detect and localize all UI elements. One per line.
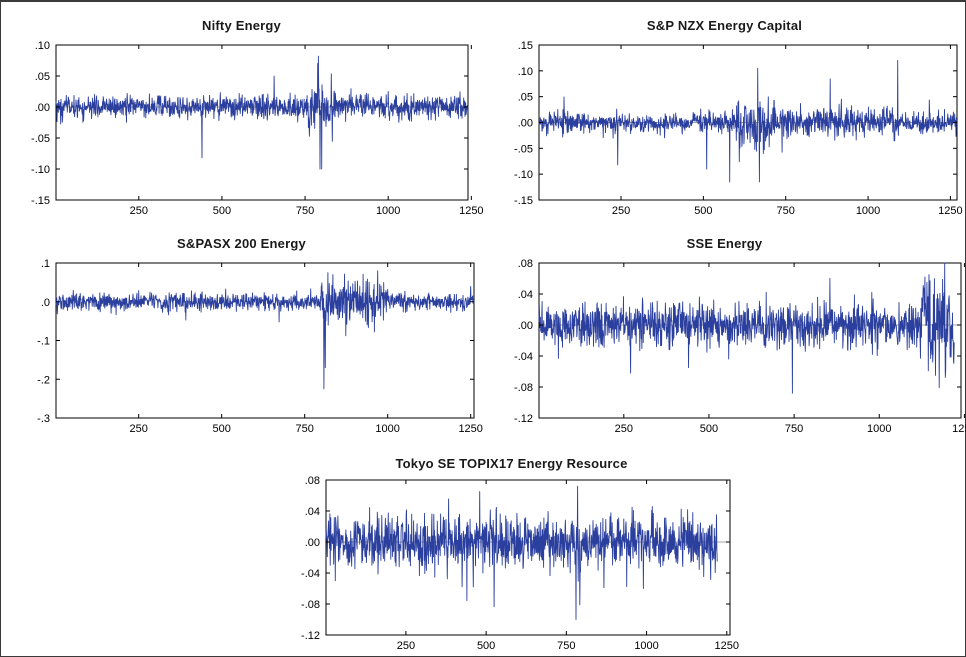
chart-title: S&P NZX Energy Capital xyxy=(646,18,803,33)
y-tick-label: .10 xyxy=(518,66,533,78)
y-tick-label: .00 xyxy=(518,118,533,130)
x-tick-label: 500 xyxy=(700,423,718,435)
y-tick-label: .08 xyxy=(305,475,320,487)
series-line xyxy=(55,270,475,390)
y-tick-label: -.10 xyxy=(514,169,533,181)
y-tick-label: .0 xyxy=(41,297,50,309)
chart-title: S&PASX 200 Energy xyxy=(177,236,306,251)
x-tick-label: 1000 xyxy=(867,423,891,435)
chart-svg: .15 .10 .05 .00 -.05 -.10 -.15 250 500 750 1000 125… xyxy=(514,40,963,217)
y-tick-label: .15 xyxy=(518,40,533,52)
x-tick-label: 500 xyxy=(212,423,230,435)
chart-title: Nifty Energy xyxy=(202,18,281,33)
plot-frame xyxy=(55,262,475,419)
y-tick-label: -.15 xyxy=(31,195,50,207)
y-tick-label: .00 xyxy=(518,320,533,332)
series-line xyxy=(325,485,718,620)
x-tick-label: 1250 xyxy=(715,640,739,652)
y-tick-label: -.10 xyxy=(31,164,50,176)
series-line xyxy=(538,60,958,183)
chart-title: SSE Energy xyxy=(686,236,763,251)
x-tick-label: 1000 xyxy=(375,423,399,435)
x-tick-label: 750 xyxy=(777,205,795,217)
x-tick-label: 500 xyxy=(213,205,231,217)
x-tick-label: 250 xyxy=(129,423,147,435)
x-tick-label: 250 xyxy=(612,205,630,217)
chart-panel-nifty-energy: Nifty Energy .10 .05 .00 -.05 -.10 -.15 250 500… xyxy=(0,18,484,222)
x-tick-label: 500 xyxy=(477,640,495,652)
chart-panel-sp-nzx-energy-capital: S&P NZX Energy Capital .15 .10 .05 .00 -.05 -… xyxy=(483,18,966,222)
y-tick-label: .00 xyxy=(35,102,50,114)
y-tick-label: .00 xyxy=(305,537,320,549)
x-tick-label: 1250 xyxy=(459,205,483,217)
chart-svg: .08 .04 .00 -.04 -.08 -.12 250 500 750 1000 1250 xyxy=(301,475,739,652)
y-tick-label: -.05 xyxy=(31,133,50,145)
y-tick-label: -.1 xyxy=(37,336,50,348)
x-tick-label: 750 xyxy=(296,205,314,217)
y-tick-label: -.12 xyxy=(301,630,320,642)
y-tick-label: -.04 xyxy=(514,351,533,363)
x-tick-label: 750 xyxy=(295,423,313,435)
y-tick-label: .05 xyxy=(518,92,533,104)
y-tick-label: .08 xyxy=(518,258,533,270)
x-tick-label: 750 xyxy=(557,640,575,652)
x-tick-label: 1250 xyxy=(458,423,482,435)
y-tick-label: -.2 xyxy=(37,374,50,386)
plot-frame xyxy=(325,479,731,636)
x-tick-label: 750 xyxy=(785,423,803,435)
series-line xyxy=(55,55,469,170)
y-tick-label: .04 xyxy=(305,506,320,518)
chart-svg: .10 .05 .00 -.05 -.10 -.15 250 500 750 1000 1250 xyxy=(31,40,484,217)
chart-svg: .1 .0 -.1 -.2 -.3 250 500 750 1000 1250 xyxy=(37,258,483,435)
y-tick-label: -.08 xyxy=(514,382,533,394)
y-tick-label: .1 xyxy=(41,258,50,270)
x-tick-label: 1250 xyxy=(938,205,962,217)
y-tick-label: -.12 xyxy=(514,413,533,425)
y-tick-label: .04 xyxy=(518,289,533,301)
series-line xyxy=(538,262,955,394)
y-tick-label: .10 xyxy=(35,40,50,52)
x-tick-label: 1000 xyxy=(634,640,658,652)
x-tick-label: 250 xyxy=(397,640,415,652)
y-tick-label: -.05 xyxy=(514,143,533,155)
y-tick-label: .05 xyxy=(35,71,50,83)
chart-panel-spasx-200-energy: S&PASX 200 Energy .1 .0 -.1 -.2 -.3 250 500 750… xyxy=(0,236,483,440)
y-tick-label: -.3 xyxy=(37,413,50,425)
plot-frame xyxy=(538,262,962,419)
chart-panel-tokyo-se-topix17-energy: Tokyo SE TOPIX17 Energy Resource .08 .04.… xyxy=(270,456,753,656)
x-tick-label: 250 xyxy=(615,423,633,435)
x-tick-label: 1000 xyxy=(376,205,400,217)
plot-frame xyxy=(55,44,469,201)
y-tick-label: -.04 xyxy=(301,568,320,580)
x-tick-label: 1250 xyxy=(952,423,966,435)
y-tick-label: -.15 xyxy=(514,195,533,207)
chart-svg: .08 .04 .00 -.04 -.08 -.12 250 500 750 1000 1250 xyxy=(514,258,966,435)
chart-title: Tokyo SE TOPIX17 Energy Resource xyxy=(395,456,628,471)
x-tick-label: 250 xyxy=(130,205,148,217)
y-tick-label: -.08 xyxy=(301,599,320,611)
x-tick-label: 500 xyxy=(694,205,712,217)
x-tick-label: 1000 xyxy=(856,205,880,217)
chart-panel-sse-energy: SSE Energy .08 .04 .00 -.04 -.08 -.12 250 500 75… xyxy=(483,236,966,440)
